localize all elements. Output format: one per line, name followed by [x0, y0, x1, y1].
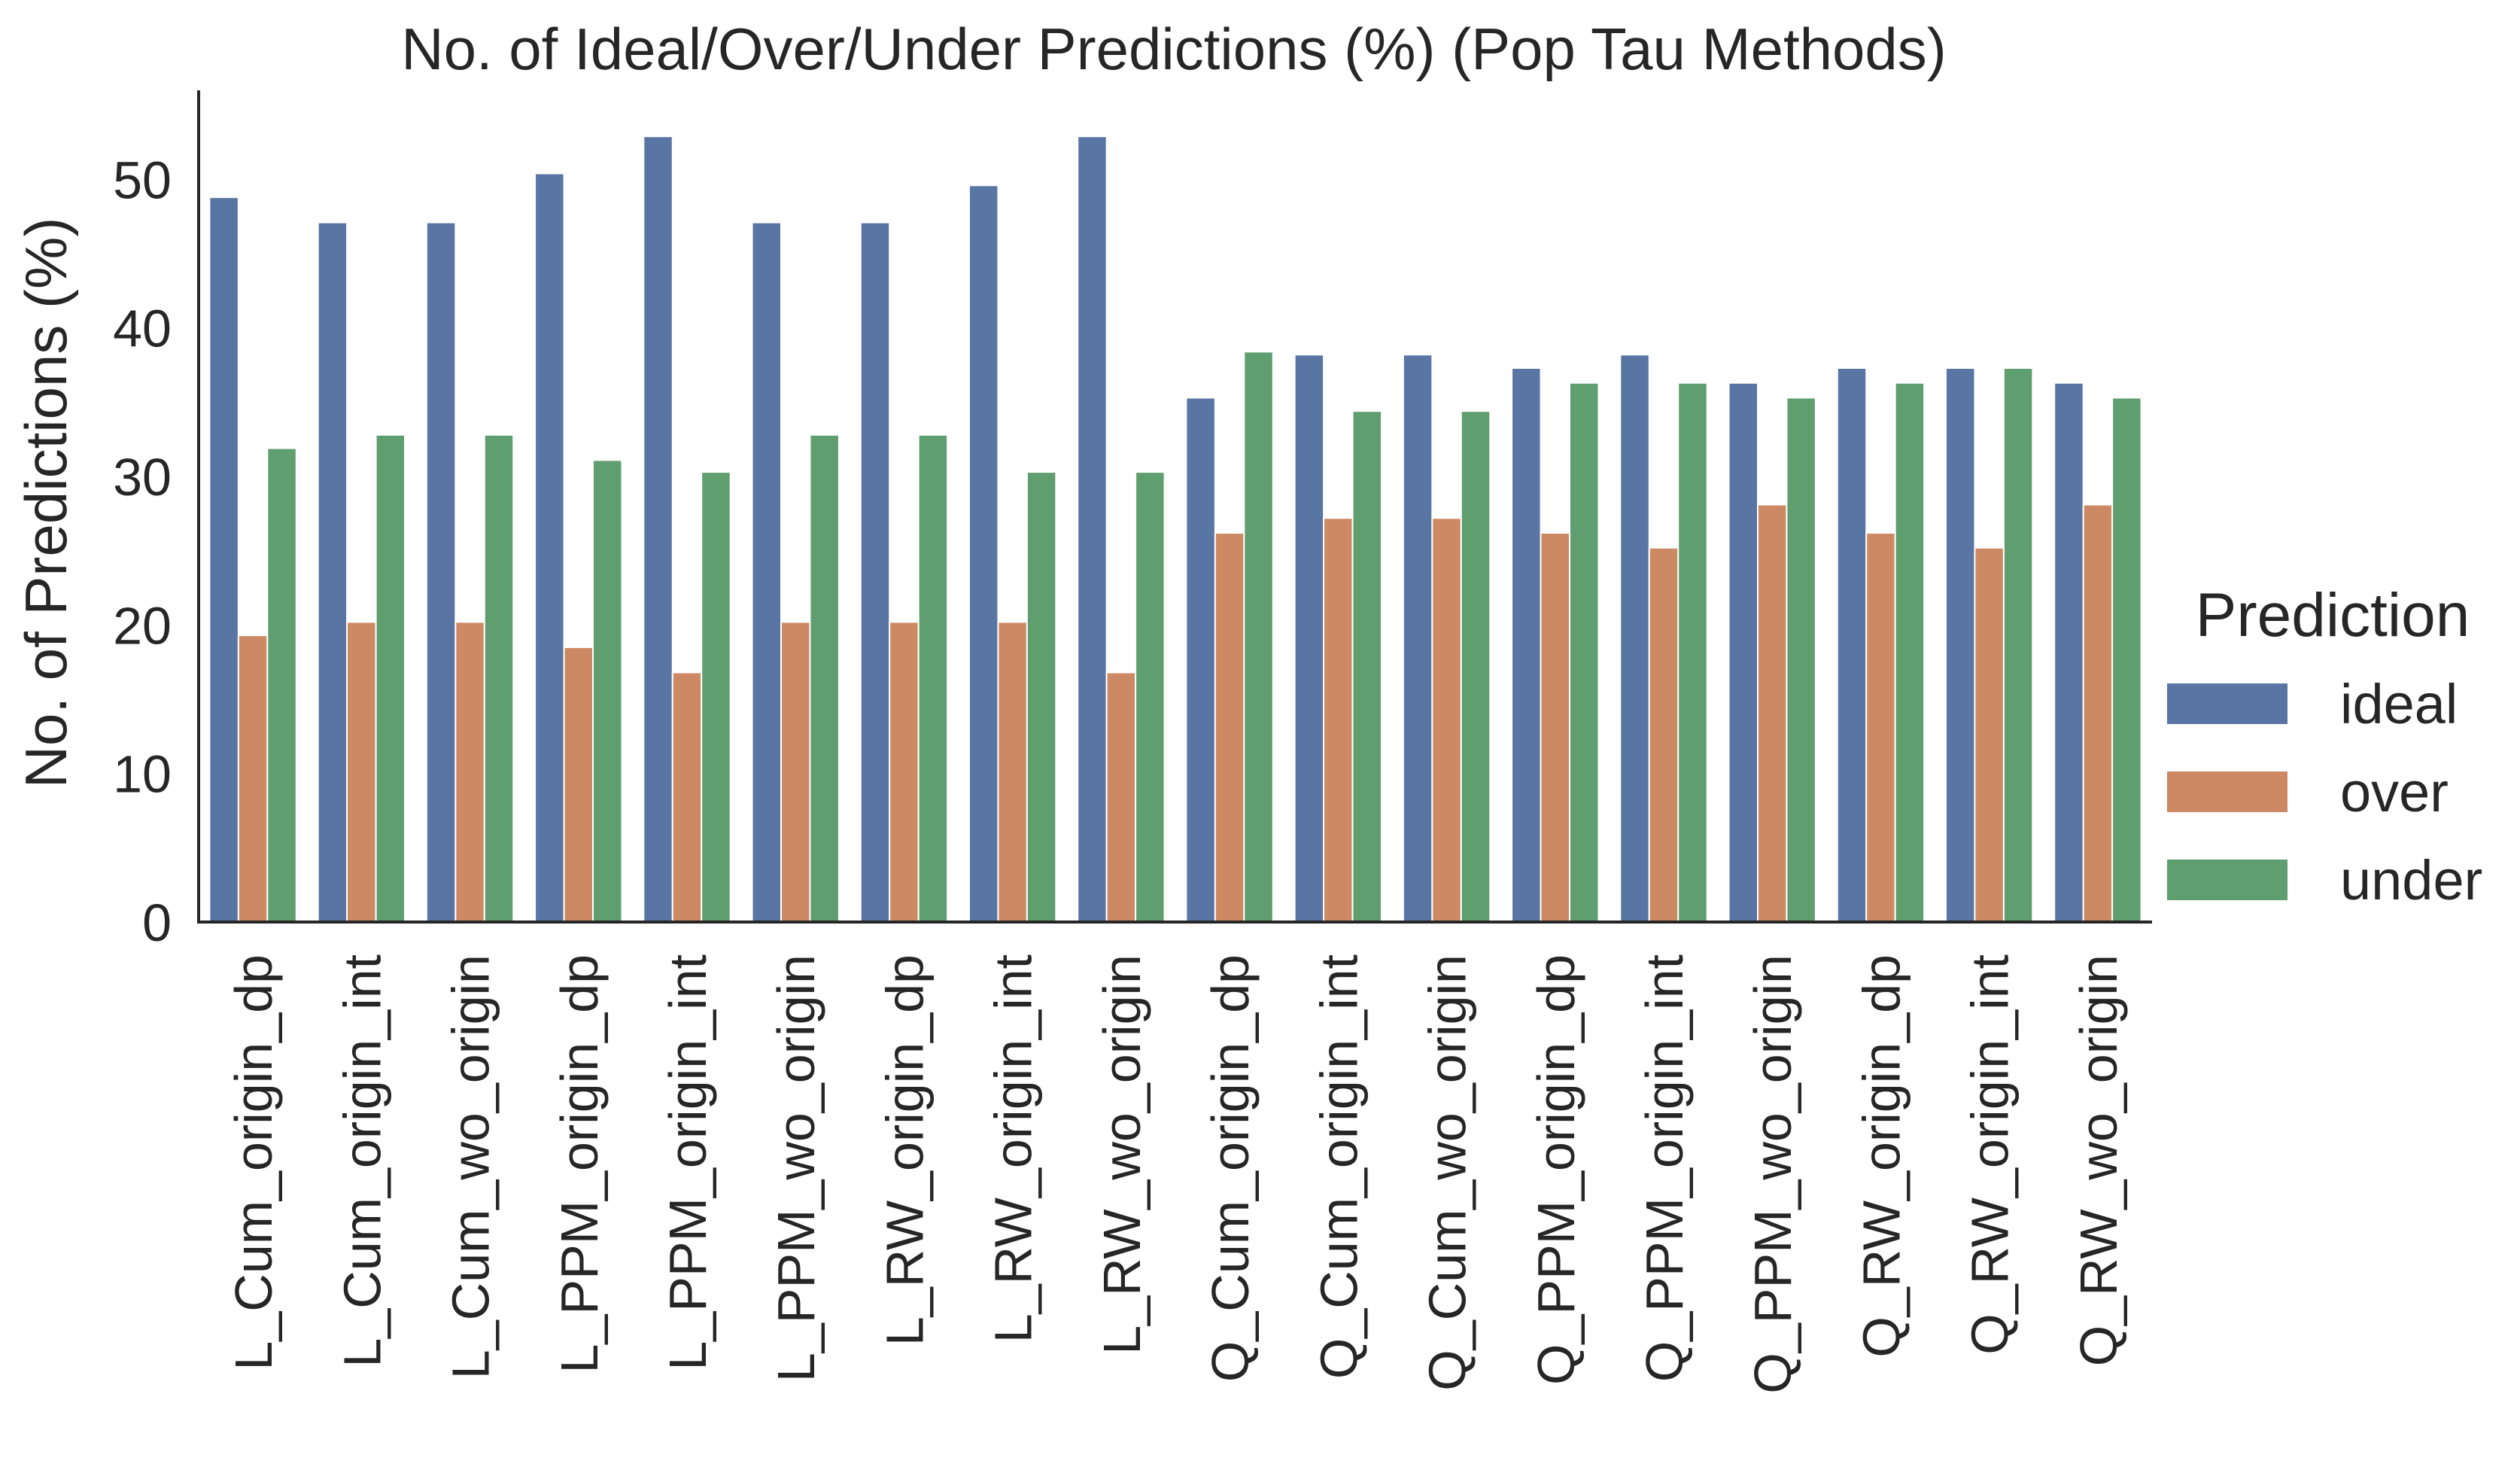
y-tick-label: 30	[113, 448, 172, 507]
bar-under-L_PPM_origin_int	[701, 471, 731, 923]
bar-under-Q_PPM_origin_int	[1677, 382, 1708, 923]
legend-swatch-over	[2167, 771, 2287, 812]
x-tick-label: L_RW_origin_dp	[875, 954, 934, 1346]
legend: Prediction ideal over under	[2167, 581, 2482, 911]
bar-over-L_Cum_origin_dp	[237, 635, 269, 923]
bar-under-Q_PPM_wo_origin	[1786, 397, 1816, 923]
x-axis-ticks: L_Cum_origin_dp L_Cum_origin_int L_Cum_wo_…	[224, 954, 2128, 1394]
bar-under-L_Cum_origin_int	[375, 434, 406, 923]
bar-over-L_PPM_origin_int	[671, 671, 703, 923]
bar-over-Q_PPM_origin_dp	[1540, 532, 1571, 923]
bar-over-Q_RW_origin_int	[1974, 546, 2005, 923]
x-tick-label: Q_RW_origin_int	[1961, 954, 2020, 1355]
bar-ideal-Q_PPM_origin_int	[1619, 354, 1650, 924]
legend-label-over: over	[2340, 761, 2449, 823]
bar-over-Q_Cum_wo_origin	[1431, 517, 1462, 923]
bar-over-L_PPM_wo_origin	[780, 621, 811, 923]
bar-under-L_RW_origin_int	[1026, 471, 1057, 923]
bar-over-Q_Cum_origin_int	[1323, 517, 1354, 923]
bar-over-L_Cum_origin_int	[346, 621, 377, 923]
bar-ideal-L_Cum_origin_dp	[208, 196, 239, 924]
y-tick-label: 40	[113, 300, 172, 358]
bar-under-Q_Cum_origin_int	[1351, 410, 1383, 923]
y-tick-label: 10	[113, 745, 172, 804]
bar-ideal-L_RW_wo_origin	[1077, 135, 1108, 923]
x-tick-label: L_PPM_origin_int	[658, 954, 717, 1371]
bar-ideal-L_PPM_origin_int	[643, 135, 673, 923]
bar-under-L_Cum_wo_origin	[483, 434, 515, 923]
bar-ideal-Q_RW_origin_int	[1944, 367, 1976, 923]
bar-ideal-L_RW_origin_dp	[859, 221, 891, 923]
bar-over-L_RW_wo_origin	[1105, 671, 1137, 923]
bar-under-Q_Cum_origin_dp	[1243, 351, 1274, 923]
bar-ideal-Q_PPM_origin_dp	[1511, 367, 1542, 923]
bar-under-L_RW_wo_origin	[1135, 471, 1166, 923]
bar-under-L_PPM_origin_dp	[592, 459, 623, 923]
bar-ideal-L_Cum_origin_int	[317, 221, 348, 923]
x-tick-label: Q_PPM_origin_int	[1635, 954, 1694, 1382]
x-tick-label: L_Cum_wo_origin	[442, 954, 500, 1379]
bar-under-L_Cum_origin_dp	[266, 447, 297, 923]
bar-over-L_RW_origin_dp	[889, 621, 920, 923]
bar-over-Q_PPM_origin_int	[1648, 546, 1679, 923]
bar-ideal-L_PPM_origin_dp	[534, 172, 565, 923]
bar-ideal-Q_Cum_origin_dp	[1185, 397, 1216, 923]
x-tick-label: L_PPM_wo_origin	[767, 954, 825, 1382]
bar-under-L_RW_origin_dp	[917, 434, 949, 923]
legend-swatch-ideal	[2167, 683, 2287, 724]
legend-label-ideal: ideal	[2340, 673, 2458, 735]
bar-over-L_Cum_wo_origin	[454, 621, 485, 923]
bar-over-Q_RW_wo_origin	[2082, 504, 2114, 923]
plot-area	[208, 135, 2142, 924]
x-tick-label: L_PPM_origin_dp	[550, 954, 609, 1373]
x-tick-label: L_RW_wo_origin	[1093, 954, 1151, 1355]
bar-over-L_PPM_origin_dp	[563, 646, 594, 924]
bar-under-Q_RW_origin_int	[2002, 367, 2034, 923]
y-axis-ticks: 0 10 20 30 40 50	[113, 151, 172, 952]
legend-label-under: under	[2340, 849, 2482, 911]
bar-under-Q_Cum_wo_origin	[1460, 410, 1491, 923]
x-tick-label: Q_RW_origin_dp	[1852, 954, 1911, 1358]
bar-ideal-Q_RW_wo_origin	[2053, 382, 2084, 923]
bar-ideal-Q_Cum_origin_int	[1293, 354, 1325, 924]
bar-ideal-L_Cum_wo_origin	[425, 221, 457, 923]
x-tick-label: Q_Cum_wo_origin	[1418, 954, 1477, 1391]
bar-under-Q_PPM_origin_dp	[1569, 382, 1600, 923]
bar-ideal-Q_Cum_wo_origin	[1402, 354, 1433, 924]
bar-ideal-Q_PPM_wo_origin	[1728, 382, 1759, 923]
bar-under-Q_RW_wo_origin	[2111, 397, 2142, 923]
bar-over-L_RW_origin_int	[997, 621, 1028, 923]
bar-ideal-L_RW_origin_int	[968, 184, 999, 924]
bar-ideal-Q_RW_origin_dp	[1836, 367, 1868, 923]
bar-over-Q_PPM_wo_origin	[1756, 504, 1788, 923]
chart-title: No. of Ideal/Over/Under Predictions (%) …	[401, 16, 1946, 82]
bar-over-Q_RW_origin_dp	[1865, 532, 1896, 923]
bar-under-Q_RW_origin_dp	[1894, 382, 1926, 923]
legend-title: Prediction	[2196, 581, 2470, 650]
x-tick-label: Q_Cum_origin_dp	[1201, 954, 1260, 1382]
x-tick-label: Q_Cum_origin_int	[1309, 954, 1368, 1379]
bar-under-L_PPM_wo_origin	[809, 434, 840, 923]
bar-ideal-L_PPM_wo_origin	[751, 221, 782, 923]
legend-swatch-under	[2167, 860, 2287, 900]
x-tick-label: Q_PPM_origin_dp	[1527, 954, 1585, 1385]
x-tick-label: Q_RW_wo_origin	[2069, 954, 2128, 1366]
y-tick-label: 20	[113, 596, 172, 655]
x-tick-label: L_Cum_origin_dp	[224, 954, 283, 1371]
x-tick-label: Q_PPM_wo_origin	[1743, 954, 1802, 1394]
x-tick-label: L_RW_origin_int	[984, 954, 1043, 1343]
y-tick-label: 50	[113, 151, 172, 209]
y-tick-label: 0	[142, 893, 172, 952]
bar-over-Q_Cum_origin_dp	[1214, 532, 1245, 923]
y-axis-label: No. of Predictions (%)	[13, 218, 79, 789]
x-tick-label: L_Cum_origin_int	[333, 954, 391, 1368]
